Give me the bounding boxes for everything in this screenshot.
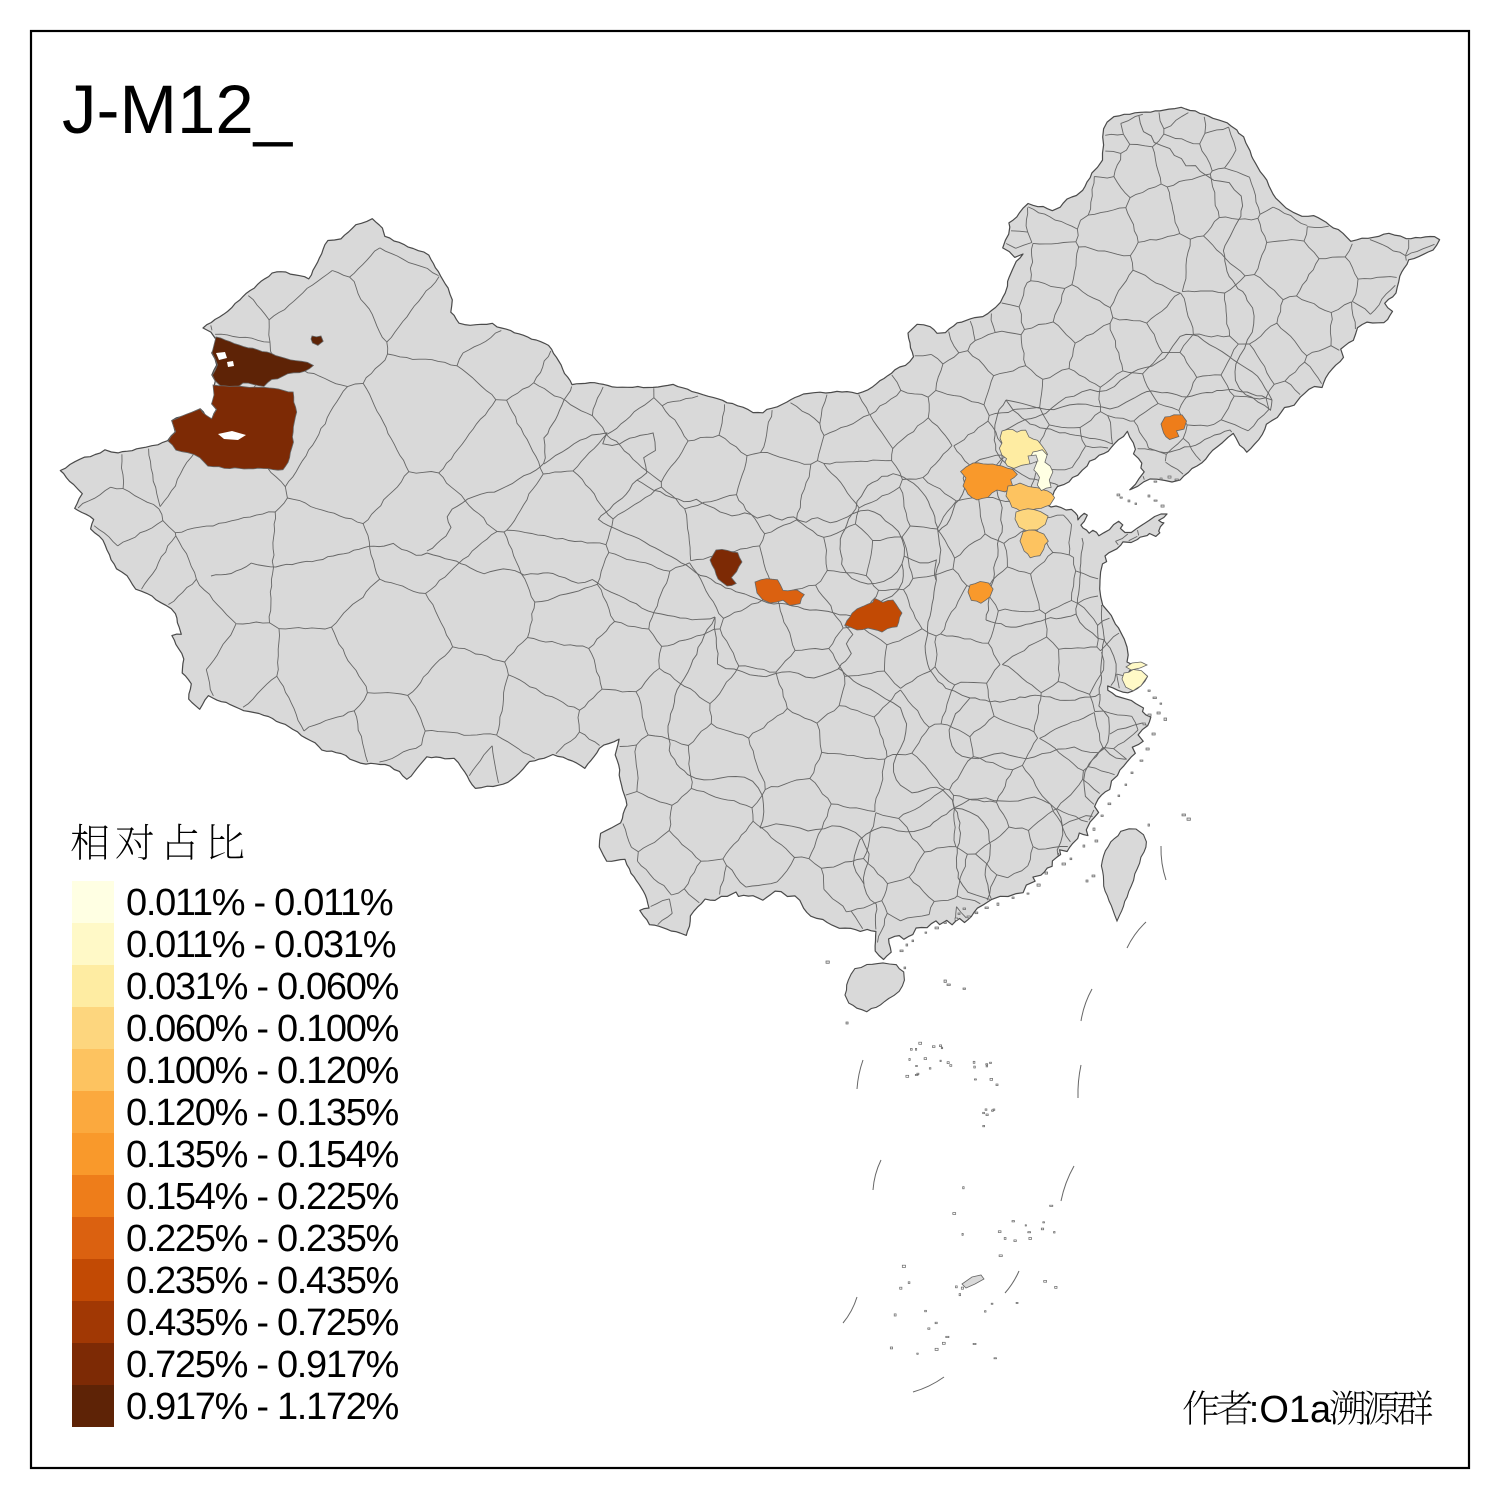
svg-text:0.100% - 0.120%: 0.100% - 0.120% — [126, 1050, 399, 1092]
svg-text:0.225% - 0.235%: 0.225% - 0.235% — [126, 1218, 399, 1260]
svg-text:J-M12_: J-M12_ — [62, 71, 294, 148]
svg-text:0.031% - 0.060%: 0.031% - 0.060% — [126, 966, 399, 1008]
svg-text:0.917% - 1.172%: 0.917% - 1.172% — [126, 1386, 399, 1428]
svg-text:0.120% - 0.135%: 0.120% - 0.135% — [126, 1092, 399, 1134]
svg-text:0.435% - 0.725%: 0.435% - 0.725% — [126, 1302, 399, 1344]
svg-text:0.135% - 0.154%: 0.135% - 0.154% — [126, 1134, 399, 1176]
svg-text::O1a: :O1a — [1249, 1389, 1332, 1431]
svg-text:0.011% - 0.011%: 0.011% - 0.011% — [126, 882, 393, 924]
svg-text:0.154% - 0.225%: 0.154% - 0.225% — [126, 1176, 399, 1218]
svg-text:0.060% - 0.100%: 0.060% - 0.100% — [126, 1008, 399, 1050]
svg-text:0.235% - 0.435%: 0.235% - 0.435% — [126, 1260, 399, 1302]
svg-text:0.011% - 0.031%: 0.011% - 0.031% — [126, 924, 396, 966]
svg-text:0.725% - 0.917%: 0.725% - 0.917% — [126, 1344, 399, 1386]
